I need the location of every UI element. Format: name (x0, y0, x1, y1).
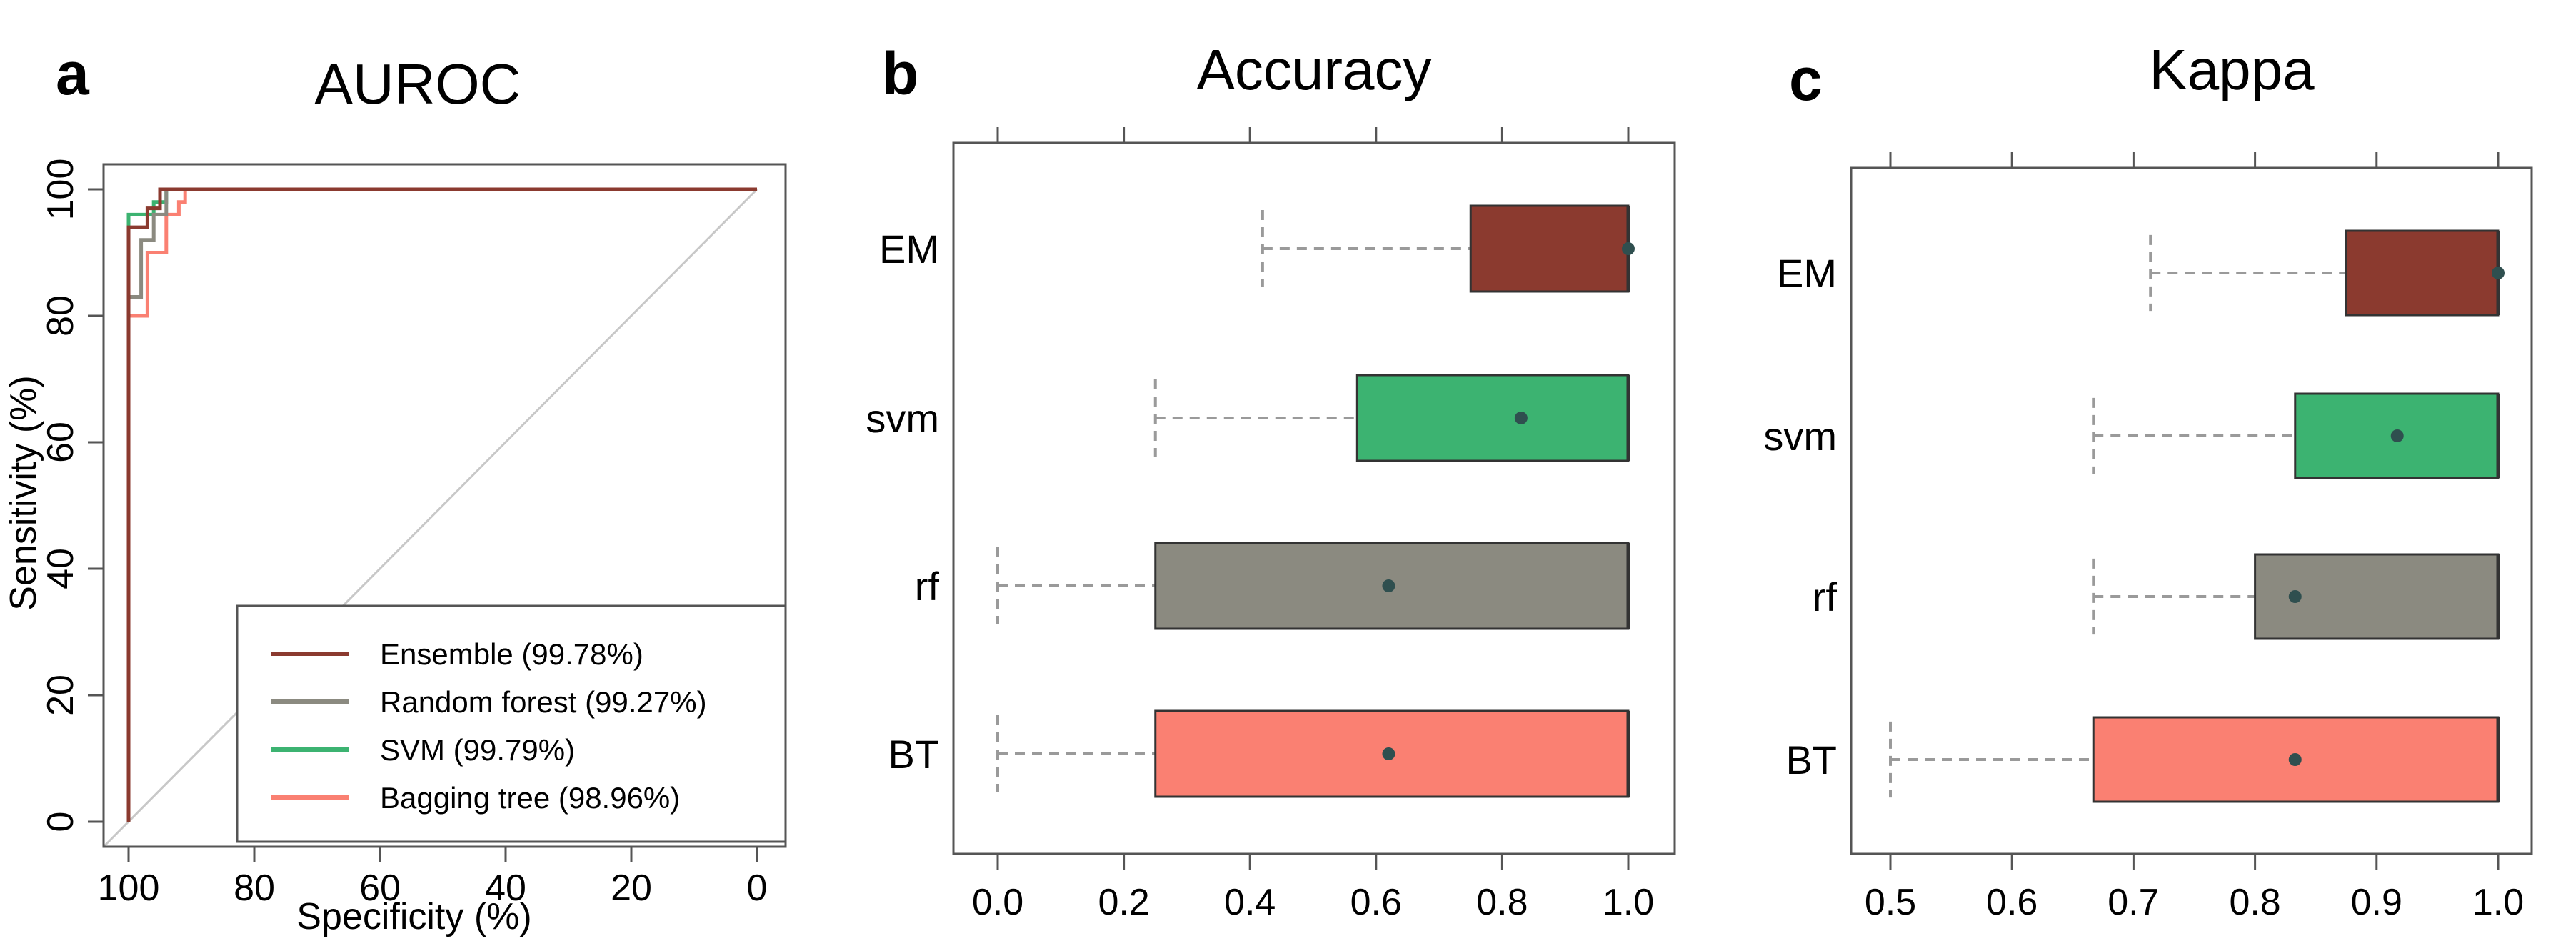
x-tick-label-0-6: 0.6 (1350, 882, 1402, 923)
panel-b: b Accuracy EM svm rf BT 0.0 0.2 0.4 0.6 0.8 1.0 (866, 38, 1676, 923)
roc-curve-ensemble (126, 187, 757, 822)
chart-title-accuracy: Accuracy (1197, 38, 1432, 101)
x-tick-label-1-0: 1.0 (2472, 882, 2524, 923)
panel-label-a: a (56, 40, 90, 107)
x-tick-label-0-8: 0.8 (2229, 882, 2280, 923)
mean-dot-em (2492, 267, 2505, 279)
legend-entry-ensemble: Ensemble (99.78%) (380, 637, 643, 671)
panel-label-b: b (882, 40, 918, 107)
kappa-plot-area: EM svm rf BT 0.5 0.6 0.7 0.8 0.9 1.0 (1763, 152, 2533, 923)
x-tick-label-0-7: 0.7 (2108, 882, 2159, 923)
y-tick-label-80: 80 (40, 295, 81, 337)
y-tick-label-0: 0 (40, 812, 81, 832)
chart-title-kappa: Kappa (2149, 38, 2315, 101)
category-label-bt: BT (1785, 737, 1837, 782)
x-tick-label-40: 40 (485, 867, 526, 909)
panel-c: c Kappa EM svm rf BT 0.5 0.6 0.7 0.8 0.9 1.0 (1763, 38, 2533, 923)
mean-dot-svm (2390, 429, 2404, 442)
auroc-plot-area: 100 80 60 40 20 0 0 20 40 60 80 100 (40, 159, 787, 909)
mean-dot-em (1622, 242, 1635, 255)
box-em (2345, 229, 2500, 317)
legend-entry-random-forest: Random forest (99.27%) (380, 685, 707, 719)
mean-dot-bt (2288, 753, 2302, 766)
box-em (1469, 204, 1630, 293)
category-label-em: EM (1777, 251, 1837, 296)
category-label-em: EM (879, 226, 939, 272)
y-tick-label-60: 60 (40, 422, 81, 463)
plot-frame (952, 141, 1676, 855)
y-tick-label-100: 100 (40, 159, 81, 221)
x-tick-label-60: 60 (359, 867, 401, 909)
x-axis-label-specificity: Specificity (%) (296, 896, 531, 937)
x-tick-label-0-6: 0.6 (1986, 882, 2038, 923)
category-label-bt: BT (888, 732, 939, 777)
accuracy-plot-area: EM svm rf BT 0.0 0.2 0.4 0.6 0.8 1.0 (866, 127, 1676, 923)
mean-dot-bt (1382, 747, 1395, 760)
plot-frame (1850, 166, 2533, 855)
x-tick-label-0-0: 0.0 (972, 882, 1023, 923)
x-tick-label-80: 80 (234, 867, 275, 909)
x-tick-label-100: 100 (98, 867, 160, 909)
mean-dot-svm (1514, 412, 1528, 424)
y-tick-label-20: 20 (40, 674, 81, 716)
legend: Ensemble (99.78%) Random forest (99.27%)… (236, 604, 787, 843)
x-tick-label-0-4: 0.4 (1224, 882, 1276, 923)
y-axis-label-sensitivity: Sensitivity (%) (3, 375, 44, 610)
mean-dot-rf (2288, 590, 2302, 603)
box-svm (1355, 374, 1630, 462)
mean-dot-rf (1382, 579, 1395, 592)
x-tick-label-0: 0 (747, 867, 768, 909)
x-tick-label-0-5: 0.5 (1865, 882, 1916, 923)
panel-label-c: c (1789, 46, 1823, 113)
plot-frame (102, 163, 787, 848)
category-label-rf: rf (1813, 574, 1838, 619)
x-tick-label-1-0: 1.0 (1603, 882, 1654, 923)
x-tick-label-0-2: 0.2 (1098, 882, 1149, 923)
legend-box (236, 604, 787, 843)
category-label-rf: rf (915, 564, 940, 609)
x-tick-label-0-9: 0.9 (2351, 882, 2402, 923)
category-label-svm: svm (1763, 414, 1837, 459)
category-label-svm: svm (866, 396, 939, 441)
x-tick-label-0-8: 0.8 (1476, 882, 1528, 923)
x-tick-label-20: 20 (611, 867, 652, 909)
legend-entry-svm: SVM (99.79%) (380, 733, 575, 767)
y-tick-label-40: 40 (40, 548, 81, 589)
chart-title-auroc: AUROC (315, 52, 521, 116)
roc-curve-rf (126, 187, 757, 822)
panel-a: a AUROC 100 80 60 40 20 0 0 20 40 60 80 100 Specifi… (3, 40, 787, 937)
reference-diagonal (102, 188, 758, 848)
legend-entry-bagging-tree: Bagging tree (98.96%) (380, 781, 680, 815)
